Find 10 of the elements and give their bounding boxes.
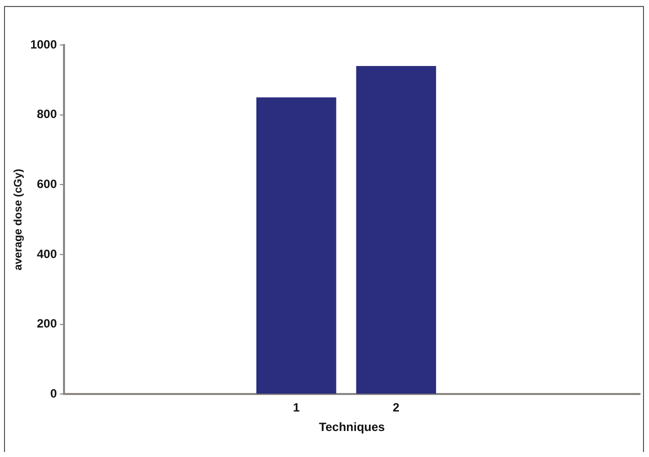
y-tick-label: 600 xyxy=(36,176,58,191)
y-tick-label: 0 xyxy=(50,386,58,401)
y-axis-title: average dose (cGy) xyxy=(12,168,25,270)
y-tick-label: 200 xyxy=(36,316,58,331)
y-tick-label: 1000 xyxy=(30,37,58,52)
x-axis-title: Techniques xyxy=(319,420,386,434)
y-tick-label: 800 xyxy=(36,107,58,122)
x-tick-label: 1 xyxy=(292,400,300,415)
x-tick-label: 2 xyxy=(392,400,400,415)
y-tick-label: 400 xyxy=(36,246,58,261)
